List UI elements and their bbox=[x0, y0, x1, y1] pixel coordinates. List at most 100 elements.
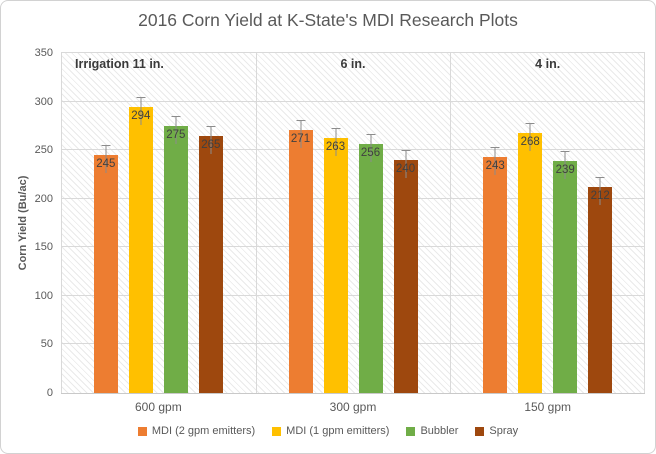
bar-mdi-2-gpm-emitters--150-gpm: 243 bbox=[483, 146, 508, 393]
legend-label: MDI (1 gpm emitters) bbox=[286, 425, 390, 437]
error-bar-cap bbox=[560, 150, 570, 152]
category-separator-line bbox=[255, 53, 257, 393]
x-axis-category-labels: 600 gpm 300 gpm 150 gpm bbox=[61, 400, 645, 414]
legend-item-bubbler: Bubbler bbox=[406, 425, 458, 437]
gridline bbox=[61, 100, 645, 102]
legend-swatch bbox=[272, 426, 282, 436]
error-bar-cap bbox=[101, 145, 111, 146]
y-tick-label: 100 bbox=[34, 289, 53, 302]
legend: MDI (2 gpm emitters) MDI (1 gpm emitters)… bbox=[1, 425, 655, 437]
error-bar-cap bbox=[296, 119, 305, 121]
error-bar-stem bbox=[175, 116, 177, 144]
error-bar-stem bbox=[405, 150, 406, 178]
legend-item-spray: Spray bbox=[475, 425, 518, 437]
bar-data-label: 265 bbox=[201, 138, 221, 151]
gridline bbox=[61, 246, 645, 248]
error-bar-cap bbox=[490, 146, 500, 148]
error-bar-stem bbox=[335, 128, 336, 156]
bar-mdi-1-gpm-emitters--300-gpm: 263 bbox=[323, 127, 348, 393]
bar-mdi-2-gpm-emitters--300-gpm: 271 bbox=[288, 119, 313, 393]
bar-data-label: 239 bbox=[555, 163, 575, 176]
legend-label: MDI (2 gpm emitters) bbox=[151, 425, 256, 437]
bar-data-label: 271 bbox=[290, 132, 311, 145]
error-bar-stem bbox=[140, 98, 142, 126]
group-annotation: 4 in. bbox=[535, 57, 561, 71]
bar-data-label: 256 bbox=[360, 147, 381, 160]
error-bar-cap bbox=[401, 149, 410, 151]
error-bar bbox=[490, 146, 500, 175]
error-bar-stem bbox=[529, 123, 531, 151]
error-bar bbox=[171, 115, 181, 144]
error-bar bbox=[525, 122, 535, 151]
legend-item-mdi-2-gpm-emitters-: MDI (2 gpm emitters) bbox=[137, 425, 256, 437]
legend-item-mdi-1-gpm-emitters-: MDI (1 gpm emitters) bbox=[272, 425, 389, 437]
error-bar-cap bbox=[206, 125, 216, 127]
bar-spray-600-gpm: 265 bbox=[198, 125, 223, 393]
category-panel-300-gpm: 6 in. 271 263 256 240 bbox=[256, 53, 451, 393]
error-bar-stem bbox=[105, 146, 107, 173]
y-tick-label: 0 bbox=[46, 387, 53, 399]
category-separator-line bbox=[61, 53, 62, 393]
y-tick-label: 300 bbox=[34, 95, 53, 108]
legend-swatch bbox=[406, 426, 416, 436]
legend-label: Spray bbox=[489, 425, 519, 437]
y-axis-title: Corn Yield (Bu/ac) bbox=[17, 175, 29, 271]
error-bar bbox=[595, 177, 605, 206]
legend-label: Bubbler bbox=[420, 425, 459, 437]
x-category-label: 150 gpm bbox=[524, 400, 572, 414]
category-panel-150-gpm: 4 in. 243 268 239 212 bbox=[450, 53, 645, 393]
bar-data-label: 240 bbox=[395, 162, 416, 175]
bar-data-label: 263 bbox=[325, 140, 346, 153]
error-bar bbox=[366, 134, 375, 163]
error-bar-cap bbox=[525, 122, 535, 124]
error-bar bbox=[136, 97, 146, 126]
bar-spray-150-gpm: 212 bbox=[588, 177, 613, 393]
bar-mdi-1-gpm-emitters--150-gpm: 268 bbox=[518, 122, 543, 393]
category-panel-600-gpm: Irrigation 11 in. 245 294 275 265 bbox=[61, 53, 256, 393]
bar-mdi-1-gpm-emitters--600-gpm: 294 bbox=[128, 97, 153, 393]
gridline bbox=[61, 197, 645, 199]
error-bar-stem bbox=[210, 126, 212, 154]
error-bar-cap bbox=[171, 115, 181, 117]
group-annotation: Irrigation 11 in. bbox=[75, 57, 164, 71]
y-tick-label: 150 bbox=[34, 241, 53, 254]
bar-data-label: 294 bbox=[131, 110, 151, 123]
y-tick-label: 250 bbox=[34, 144, 53, 157]
y-tick-label: 50 bbox=[40, 338, 53, 351]
error-bar-cap bbox=[366, 134, 375, 136]
bar-bubbler-150-gpm: 239 bbox=[553, 150, 578, 393]
bar-spray-300-gpm: 240 bbox=[393, 149, 418, 393]
error-bar bbox=[296, 119, 305, 148]
error-bar-stem bbox=[599, 178, 601, 206]
legend-swatch bbox=[137, 426, 147, 436]
category-separator-line bbox=[450, 53, 452, 393]
chart-title: 2016 Corn Yield at K-State's MDI Researc… bbox=[138, 10, 518, 30]
y-tick-label: 350 bbox=[34, 47, 53, 59]
error-bar-stem bbox=[494, 147, 496, 175]
y-tick-label: 200 bbox=[34, 192, 53, 205]
error-bar bbox=[560, 150, 570, 179]
error-bar bbox=[401, 149, 410, 178]
gridline bbox=[61, 294, 645, 296]
bar-data-label: 245 bbox=[96, 158, 116, 170]
bar-bubbler-300-gpm: 256 bbox=[358, 134, 383, 393]
bar-data-label: 275 bbox=[166, 128, 186, 141]
error-bar bbox=[101, 145, 111, 173]
bar-data-label: 268 bbox=[520, 135, 540, 148]
category-separator-line bbox=[644, 53, 645, 393]
error-bar-stem bbox=[564, 151, 566, 179]
error-bar-cap bbox=[595, 177, 605, 179]
group-annotation: 6 in. bbox=[340, 57, 366, 71]
error-bar-stem bbox=[370, 135, 371, 163]
error-bar bbox=[331, 127, 340, 156]
gridline bbox=[61, 52, 645, 53]
gridline bbox=[61, 149, 645, 151]
x-category-label: 300 gpm bbox=[329, 400, 377, 414]
bar-mdi-2-gpm-emitters--600-gpm: 245 bbox=[93, 145, 118, 393]
error-bar-cap bbox=[331, 127, 340, 129]
error-bar-stem bbox=[300, 120, 301, 148]
legend-swatch bbox=[475, 426, 485, 436]
x-category-label: 600 gpm bbox=[134, 400, 182, 414]
error-bar-cap bbox=[136, 97, 146, 99]
